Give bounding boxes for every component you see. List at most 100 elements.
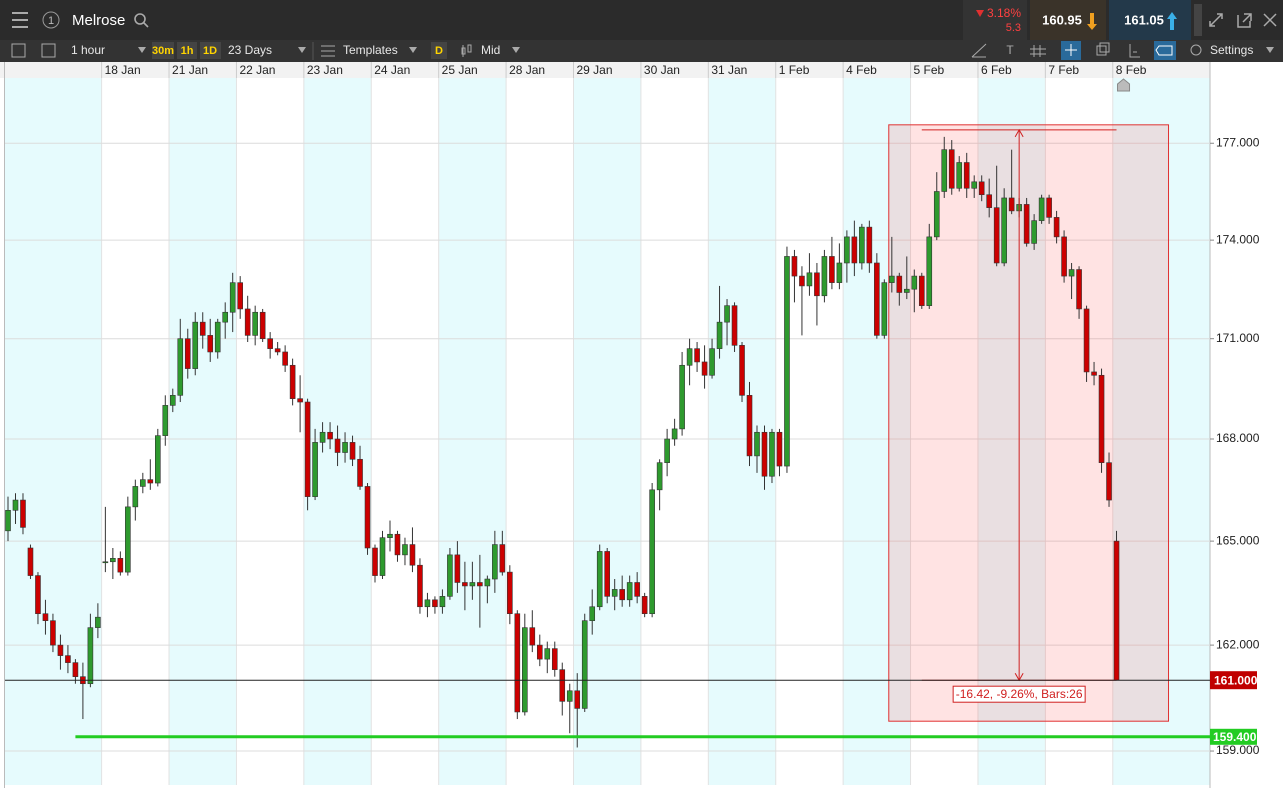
candle-body xyxy=(73,663,78,677)
d-button[interactable]: D xyxy=(435,45,443,57)
candle-body xyxy=(275,349,280,352)
date-label: 28 Jan xyxy=(509,63,545,77)
account-badge: 1 xyxy=(48,15,54,27)
candle-body xyxy=(402,545,407,555)
candle-body xyxy=(680,365,685,429)
candle-body xyxy=(1114,541,1119,680)
candle-body xyxy=(455,555,460,583)
candle-body xyxy=(1054,217,1059,236)
candle-body xyxy=(1092,372,1097,375)
candle-body xyxy=(200,322,205,335)
candle-body xyxy=(343,442,348,452)
candle-body xyxy=(919,276,924,306)
svg-text:T: T xyxy=(1006,43,1014,57)
candle-body xyxy=(799,276,804,286)
date-label: 29 Jan xyxy=(576,63,612,77)
interval-select[interactable]: 1 hour xyxy=(71,43,105,57)
candle-body xyxy=(575,691,580,709)
settings-button[interactable]: Settings xyxy=(1210,43,1253,57)
candle-body xyxy=(335,439,340,453)
candle-body xyxy=(230,283,235,313)
candle-body xyxy=(380,538,385,576)
candle-body xyxy=(859,227,864,263)
instrument-name[interactable]: Melrose xyxy=(72,12,125,29)
candle-body xyxy=(28,548,33,576)
y-tick-label: 177.000 xyxy=(1216,135,1260,149)
candle-body xyxy=(1047,198,1052,217)
candle-body xyxy=(290,365,295,398)
candle-body xyxy=(373,548,378,576)
candle-body xyxy=(912,276,917,289)
range-select[interactable]: 23 Days xyxy=(228,43,272,57)
candle-body xyxy=(447,555,452,596)
templates-button[interactable]: Templates xyxy=(343,43,398,57)
date-label: 4 Feb xyxy=(846,63,877,77)
candle-body xyxy=(874,263,879,335)
date-label: 7 Feb xyxy=(1048,63,1079,77)
buy-price: 161.05 xyxy=(1124,12,1164,27)
candle-body xyxy=(530,628,535,645)
candle-body xyxy=(470,582,475,585)
quick-interval[interactable]: 1D xyxy=(203,45,217,57)
candle-body xyxy=(13,500,18,510)
candle-body xyxy=(740,345,745,395)
candle-body xyxy=(582,621,587,709)
day-band xyxy=(5,78,102,785)
candle-body xyxy=(440,596,445,606)
candle-body xyxy=(867,227,872,263)
candle-body xyxy=(695,349,700,362)
candle-body xyxy=(755,432,760,456)
change-percent: 3.18% xyxy=(987,6,1021,20)
candle-body xyxy=(170,395,175,405)
candle-body xyxy=(1099,375,1104,462)
candle-body xyxy=(350,442,355,459)
candle-body xyxy=(642,596,647,613)
candle-body xyxy=(1077,270,1082,309)
candle-body xyxy=(365,486,370,548)
quick-interval[interactable]: 1h xyxy=(181,45,194,57)
candle-body xyxy=(492,545,497,579)
candle-body xyxy=(987,195,992,208)
price-type-select[interactable]: Mid xyxy=(481,43,500,57)
candle-body xyxy=(620,589,625,599)
candle-body xyxy=(597,551,602,606)
candle-body xyxy=(762,432,767,476)
candle-body xyxy=(425,600,430,607)
candle-body xyxy=(552,649,557,670)
candle-body xyxy=(889,276,894,283)
candle-body xyxy=(358,459,363,486)
candle-body xyxy=(822,256,827,295)
candle-body xyxy=(20,500,25,527)
candle-body xyxy=(657,463,662,490)
candle-body xyxy=(792,256,797,276)
date-label: 21 Jan xyxy=(172,63,208,77)
quick-interval[interactable]: 30m xyxy=(152,45,174,57)
candle-body xyxy=(1107,463,1112,500)
candle-body xyxy=(964,163,969,189)
depth-bar xyxy=(1194,4,1202,36)
candle-body xyxy=(223,312,228,322)
y-tick-label: 165.000 xyxy=(1216,533,1260,547)
candle-body xyxy=(852,237,857,263)
candle-body xyxy=(957,163,962,189)
y-tick-label: 162.000 xyxy=(1216,637,1260,651)
candle-body xyxy=(208,335,213,352)
date-label: 25 Jan xyxy=(442,63,478,77)
candle-body xyxy=(268,339,273,349)
candle-body xyxy=(1062,237,1067,276)
candle-body xyxy=(58,645,63,656)
date-label: 1 Feb xyxy=(779,63,810,77)
candle-body xyxy=(43,614,48,621)
candle-body xyxy=(305,402,310,497)
y-tick-label: 159.000 xyxy=(1216,743,1260,757)
candle-body xyxy=(410,545,415,566)
candle-body xyxy=(605,551,610,596)
candle-body xyxy=(477,582,482,585)
date-label: 30 Jan xyxy=(644,63,680,77)
candle-body xyxy=(133,486,138,506)
y-tick-label: 174.000 xyxy=(1216,232,1260,246)
candle-body xyxy=(462,582,467,585)
candle-body xyxy=(6,510,11,531)
candle-body xyxy=(163,405,168,435)
